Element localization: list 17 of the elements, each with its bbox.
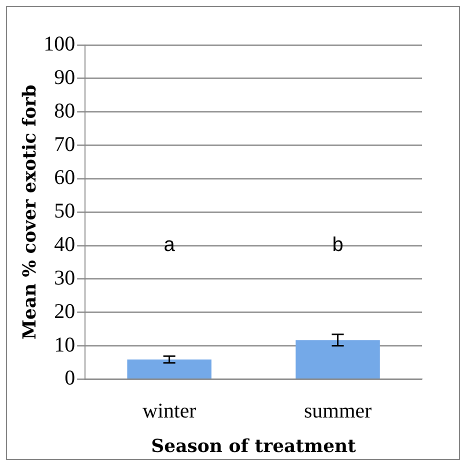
x-axis-title: Season of treatment bbox=[151, 436, 357, 457]
y-tick-label: 30 bbox=[54, 265, 76, 290]
y-tick-label: 90 bbox=[54, 64, 76, 89]
y-tick-label: 0 bbox=[64, 366, 76, 390]
y-tick-label: 10 bbox=[54, 332, 76, 356]
y-tick-label: 100 bbox=[44, 32, 76, 56]
y-tick-label: 60 bbox=[54, 165, 76, 190]
x-tick-label: winter bbox=[142, 398, 196, 422]
y-tick-label: 40 bbox=[54, 232, 76, 256]
y-tick-label: 70 bbox=[54, 132, 76, 156]
x-tick-label: summer bbox=[304, 398, 372, 422]
y-tick-label: 80 bbox=[54, 98, 76, 122]
y-axis-title: Mean % cover exotic forb bbox=[19, 84, 40, 340]
y-tick-label: 50 bbox=[54, 198, 76, 223]
annotation: a bbox=[164, 234, 176, 256]
y-tick-label: 20 bbox=[54, 298, 76, 323]
annotation: b bbox=[332, 234, 344, 256]
